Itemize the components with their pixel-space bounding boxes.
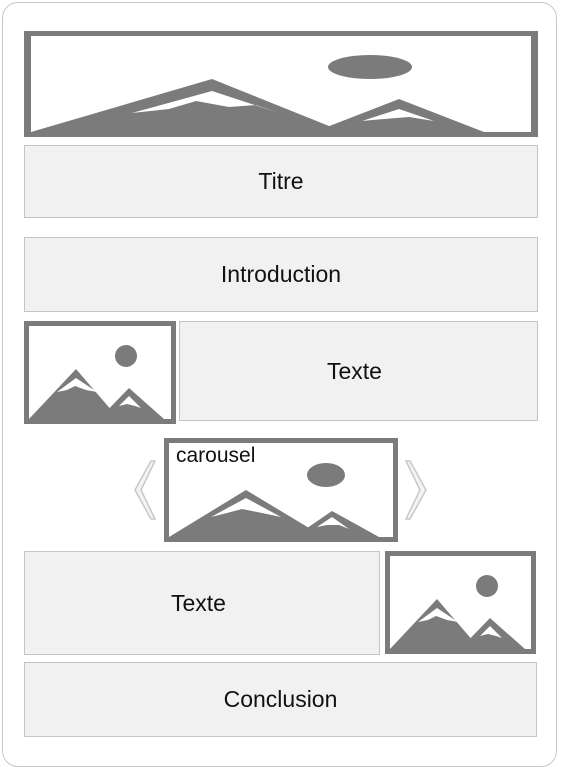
image-placeholder-right xyxy=(385,551,536,654)
carousel-image[interactable] xyxy=(164,438,398,542)
header-image xyxy=(24,31,538,137)
conclusion-label: Conclusion xyxy=(223,686,338,712)
chevron-right-icon[interactable] xyxy=(404,459,428,521)
title-label: Titre xyxy=(258,168,304,194)
conclusion-section: Conclusion xyxy=(24,662,537,737)
text-section-bottom: Texte xyxy=(24,551,380,655)
landscape-image-icon xyxy=(24,31,538,137)
carousel-label: carousel xyxy=(176,444,256,467)
text-bottom-label: Texte xyxy=(171,589,226,616)
title-section: Titre xyxy=(24,145,538,218)
landscape-image-icon xyxy=(390,575,525,649)
text-top-label: Texte xyxy=(327,357,382,384)
chevron-left-icon[interactable] xyxy=(133,459,157,521)
introduction-label: Introduction xyxy=(220,261,342,287)
landscape-image-icon xyxy=(29,345,164,419)
image-placeholder-left xyxy=(24,321,176,424)
landscape-image-icon xyxy=(169,463,379,537)
introduction-section: Introduction xyxy=(24,237,538,312)
text-section-top: Texte xyxy=(179,321,538,421)
